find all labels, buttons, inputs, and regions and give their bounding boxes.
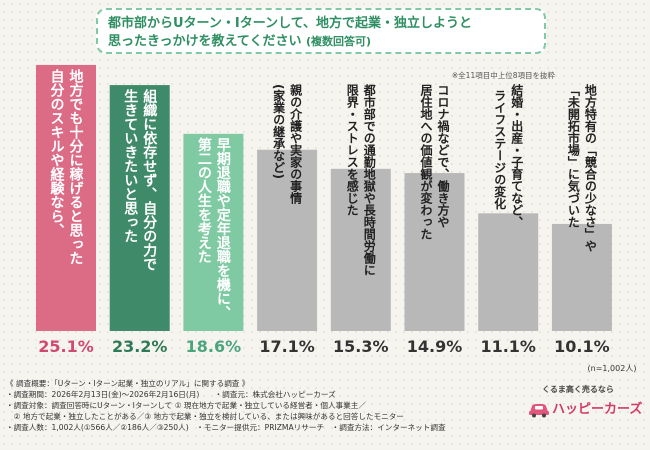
category-label: 親の介護や実家の事情: [289, 83, 303, 205]
brand-name: ハッピーカーズ: [552, 402, 643, 417]
category-label: コロナ禍などで、働き方や: [436, 84, 450, 228]
footer-line-2: ・調査期間：2026年2月13日(金)～2026年2月16日(月) ・調査元：株…: [6, 390, 336, 399]
survey-footer: 《 調査概要：「Uターン・Iターン起業・独立のリアル」に関する調査 》 ・調査期…: [6, 378, 526, 433]
bar: [257, 149, 318, 331]
bar: [183, 133, 244, 331]
footer-line-4: ② 地方で起業・独立したことがある／③ 地方で起業・独立を検討している、または興…: [6, 412, 404, 421]
value-label: 23.2%: [112, 337, 168, 356]
category-label: 早期退職や定年退職を機に、: [215, 138, 231, 320]
footer-line-3: ・調査対象：調査回答時にUターン・Iターンして ① 現在地方で起業・独立している…: [6, 401, 366, 410]
category-label: 組織に依存せず、自分の力で: [141, 88, 157, 271]
category-label: 地方特有の「競合の少なさ」や: [583, 83, 597, 252]
bar-group: 結婚・出産・子育てなど、ライフステージの変化 11.1%: [478, 83, 539, 356]
bar-group: 親の介護や実家の事情(家業の継承など) 17.1%: [257, 83, 318, 356]
sample-size-label: (n=1,002人): [588, 364, 637, 373]
category-label: 居住地への価値観が変わった: [419, 84, 433, 240]
value-label: 17.1%: [259, 337, 315, 356]
footer-line-1: 《 調査概要：「Uターン・Iターン起業・独立のリアル」に関する調査 》: [6, 379, 250, 388]
category-label: 都市部での通勤地獄や長時間労働に: [362, 83, 376, 276]
title-suffix: (複数回答可): [305, 35, 372, 48]
title-line-1: 都市部からUターン・Iターンして、地方で起業・独立しようと: [108, 16, 473, 31]
category-label: 「未開拓市場」に気づいた: [566, 84, 580, 228]
value-label: 11.1%: [480, 337, 536, 356]
title-line-2: 思ったきっかけを教えてください (複数回答可): [108, 33, 534, 51]
value-label: 15.3%: [333, 337, 389, 356]
category-label: 第二の人生を考えた: [196, 137, 212, 264]
category-label: 生きていきたいと思った: [122, 88, 138, 243]
bar-group: 地方特有の「競合の少なさ」や「未開拓市場」に気づいた 10.1%: [551, 83, 612, 356]
value-label: 18.6%: [186, 337, 242, 356]
chart-note: ※全11項目中上位8項目を抜粋: [451, 71, 555, 80]
title-line-2-main: 思ったきっかけを教えてください: [108, 34, 302, 49]
bar: [109, 85, 170, 331]
car-icon: [529, 404, 549, 418]
category-label: ライフステージの変化: [493, 89, 507, 210]
bar: [404, 173, 465, 331]
value-label: 14.9%: [407, 337, 463, 356]
brand-logo: くるま高く売るなら ハッピーカーズ: [528, 384, 646, 440]
bar-group: 早期退職や定年退職を機に、第二の人生を考えた 18.6%: [183, 133, 244, 356]
category-label: 結婚・出産・子育てなど、: [510, 83, 524, 228]
bar: [551, 223, 612, 331]
value-label: 25.1%: [38, 337, 94, 356]
category-label: 地方でも十分に稼げると思った: [68, 68, 84, 265]
category-label: (家業の継承など): [272, 84, 286, 179]
bar: [36, 64, 96, 331]
value-label: 10.1%: [554, 337, 610, 356]
footer-line-5: ・調査人数：1,002人(①566人／②186人／③250人) ・モニター提供元…: [6, 423, 446, 432]
bar: [330, 168, 391, 331]
bar: [478, 213, 539, 331]
title-box: 都市部からUターン・Iターンして、地方で起業・独立しようと 思ったきっかけを教え…: [96, 8, 546, 54]
brand-tagline: くるま高く売るなら: [542, 385, 614, 394]
category-label: 自分のスキルや経験なら、: [49, 68, 65, 237]
category-label: 限界・ストレスを感じた: [345, 83, 359, 216]
